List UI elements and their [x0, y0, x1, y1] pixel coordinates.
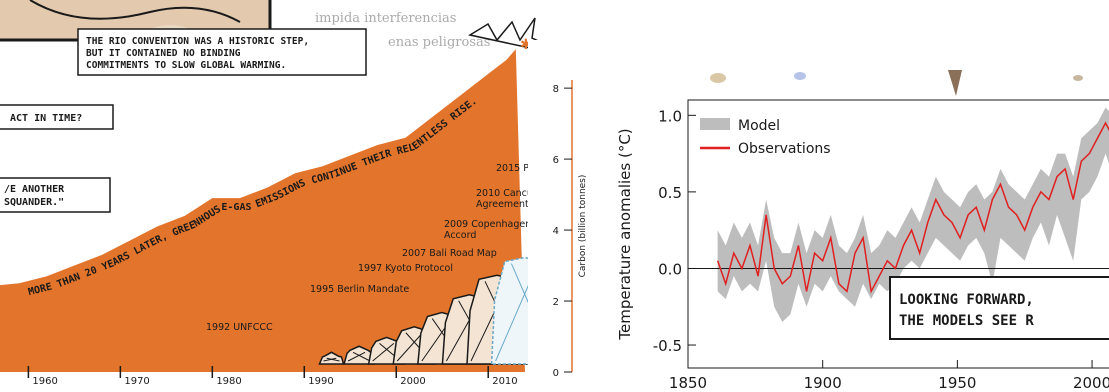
- y-tick-label: -0.5: [653, 337, 682, 355]
- speech-bubble: [0, 104, 114, 130]
- milestone-label: Agreements: [476, 199, 534, 210]
- axis-background: [528, 40, 590, 392]
- milestone-label: 2010 Cancún: [476, 188, 539, 199]
- caption-box: [77, 28, 367, 76]
- y-axis-label: Temperature anomalies (°C): [616, 128, 634, 340]
- spanish-text-line-2: enas peligrosas: [388, 35, 490, 50]
- x-tick-label: 1850: [669, 374, 707, 392]
- milestone-label: 1997 Kyoto Protocol: [358, 263, 453, 274]
- speech-bubble: [0, 177, 111, 213]
- legend-label-observations: Observations: [738, 141, 831, 157]
- x-tick-label: 2000: [1073, 374, 1109, 392]
- milestone-label: 2015 Paris ?: [496, 163, 554, 174]
- x-tick-label: 1900: [804, 374, 842, 392]
- x-tick-label: 1960: [32, 376, 57, 387]
- temperature-chart: -0.5 0.0 0.5 1.0 1850 1900 1950 2000 Temperature…: [616, 70, 1109, 392]
- caption-line-1: THE RIO CONVENTION WAS A HISTORIC STEP,: [86, 36, 309, 47]
- milestone-label: Accord: [444, 230, 476, 241]
- doodle-shape: [948, 70, 962, 96]
- milestone-label: 2009 Copenhagen: [444, 219, 531, 230]
- x-tick-label: 1980: [216, 376, 241, 387]
- plot-frame: [687, 99, 1109, 369]
- y-tick-label: 6: [553, 155, 559, 166]
- temperature-panel: -0.5 0.0 0.5 1.0 1850 1900 1950 2000 Temperature…: [590, 0, 1109, 392]
- caption-line-2: BUT IT CONTAINED NO BINDING: [86, 48, 241, 59]
- y-tick-label: 0.0: [658, 260, 682, 278]
- emissions-axes: 0 2 4 6 8 Carbon (billion tonnes) 1960 1970 1980…: [27, 40, 590, 392]
- y-tick-label: 2: [553, 297, 559, 308]
- caption-line-3: COMMITMENTS TO SLOW GLOBAL WARMING.: [86, 60, 286, 71]
- legend-swatch-model: [700, 118, 730, 130]
- speech-text: ACT IN TIME?: [10, 113, 82, 124]
- caption-box: [889, 276, 1109, 340]
- x-tick-label: 1990: [308, 376, 333, 387]
- x-tick-label: 1950: [938, 374, 976, 392]
- temperature-plot: -0.5 0.0 0.5 1.0 1850 1900 1950 2000 Temperature…: [616, 99, 1109, 392]
- star-icon: ✱: [520, 37, 532, 53]
- pile-hatch: [372, 343, 395, 362]
- emissions-area-fill: [0, 49, 525, 373]
- speech-text-line-1: /E ANOTHER: [4, 184, 65, 195]
- milestone-label: 1995 Berlin Mandate: [310, 284, 409, 295]
- doodle-shape: [1073, 75, 1083, 81]
- milestone-label: 1992 UNFCCC: [206, 322, 273, 333]
- emissions-area: [0, 49, 525, 373]
- illustration-outline: [29, 0, 241, 23]
- caption-line-2: THE MODELS SEE R: [899, 313, 1034, 329]
- speech-text-line-2: SQUANDER.": [4, 197, 64, 208]
- pile-hatch: [326, 357, 340, 362]
- header-doodles: [710, 70, 1083, 96]
- x-tick-label: 2010: [492, 376, 517, 387]
- emissions-chart: impida interferencias enas peligrosas ✱ …: [0, 0, 590, 392]
- y-tick-label: 1.0: [658, 107, 682, 125]
- comic-emissions-panel: impida interferencias enas peligrosas ✱ …: [0, 0, 590, 392]
- y-tick-label: 8: [553, 84, 559, 95]
- pile-hatch: [347, 351, 366, 362]
- x-tick-label: 2000: [400, 376, 425, 387]
- caption-line-1: LOOKING FORWARD,: [899, 292, 1034, 308]
- legend-label-model: Model: [738, 118, 780, 134]
- y-tick-label: 0.5: [658, 184, 682, 202]
- x-tick-label: 1970: [124, 376, 149, 387]
- pile-hatch: [396, 332, 424, 362]
- y-tick-label: 0: [553, 368, 559, 379]
- milestone-label: 2007 Bali Road Map: [402, 248, 497, 259]
- doodle-shape: [794, 72, 806, 80]
- milestone-labels: 1992 UNFCCC 1995 Berlin Mandate 1997 Kyoto…: [206, 163, 554, 333]
- doodle-shape: [710, 73, 726, 83]
- y-axis-label: Carbon (billion tonnes): [578, 175, 588, 278]
- pile-hatch: [352, 351, 371, 362]
- spanish-text-line-1: impida interferencias: [315, 11, 456, 26]
- y-tick-label: 4: [553, 226, 559, 237]
- pile-hatch: [323, 357, 337, 362]
- observations-line: [716, 121, 1109, 294]
